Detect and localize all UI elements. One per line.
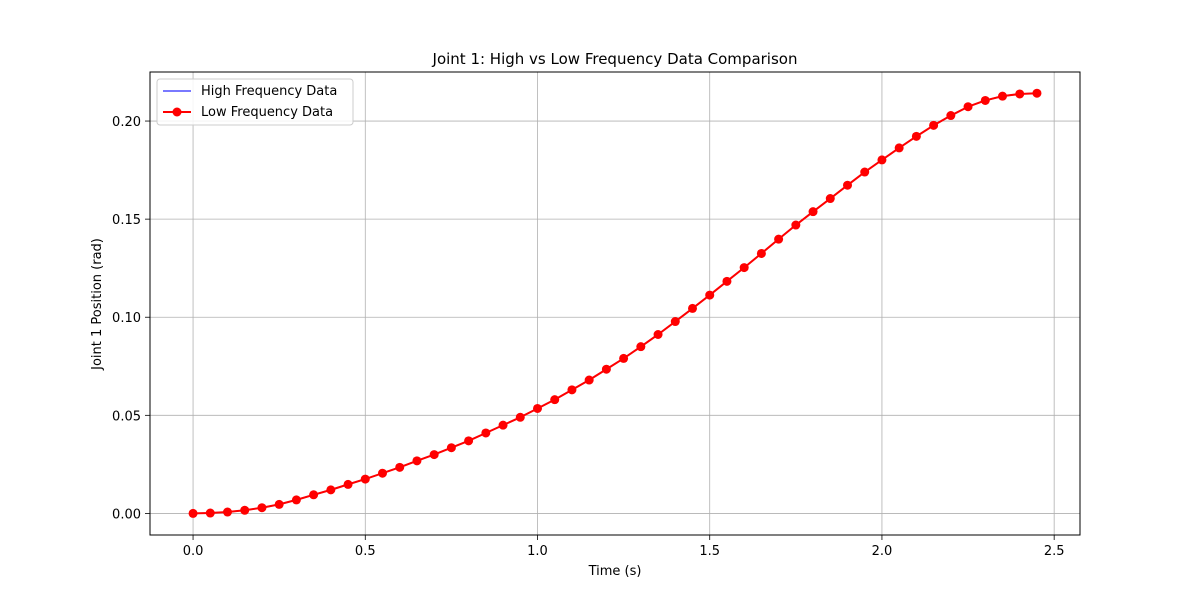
y-tick-label: 0.10 xyxy=(112,311,141,326)
data-point xyxy=(515,412,525,422)
axis-ticks: 0.0 0.5 1.0 1.5 2.0 2.5 0.00 0.05 0.10 0.15 0.20 xyxy=(112,115,1064,559)
data-point xyxy=(688,303,697,313)
data-point xyxy=(498,420,508,430)
legend: High Frequency Data Low Frequency Data xyxy=(156,78,354,126)
data-point xyxy=(980,95,990,105)
legend-label-high-frequency: High Frequency Data xyxy=(201,84,337,99)
data-point xyxy=(326,485,336,495)
chart-title: Joint 1: High vs Low Frequency Data Comp… xyxy=(432,50,798,68)
x-tick-label: 2.0 xyxy=(872,544,893,559)
data-point xyxy=(894,143,904,153)
data-point xyxy=(274,499,284,509)
data-point xyxy=(791,220,801,230)
data-point xyxy=(722,276,732,286)
data-point xyxy=(567,385,577,395)
data-point xyxy=(464,436,474,446)
data-point xyxy=(395,462,405,472)
data-point xyxy=(705,290,715,300)
x-tick-label: 2.5 xyxy=(1044,544,1065,559)
x-tick-label: 0.0 xyxy=(183,544,204,559)
data-point xyxy=(1015,89,1025,99)
data-point xyxy=(911,131,921,141)
data-point xyxy=(860,167,870,177)
y-axis-label: Joint 1 Position (rad) xyxy=(90,238,105,371)
data-point xyxy=(998,91,1007,101)
data-point xyxy=(963,102,973,112)
data-point xyxy=(343,479,353,489)
data-point xyxy=(291,495,301,505)
x-axis-label: Time (s) xyxy=(588,564,642,579)
data-point xyxy=(825,194,835,204)
y-tick-label: 0.00 xyxy=(112,507,141,522)
data-point xyxy=(240,505,250,515)
x-tick-label: 1.5 xyxy=(699,544,720,559)
y-tick-label: 0.20 xyxy=(112,115,141,130)
data-point xyxy=(257,503,267,513)
data-point xyxy=(774,234,784,244)
data-point xyxy=(533,403,542,413)
legend-marker-low-frequency xyxy=(172,107,182,117)
plot-frame xyxy=(149,71,1081,536)
data-point xyxy=(223,507,232,517)
data-point xyxy=(481,428,491,438)
data-point xyxy=(446,443,456,453)
data-point xyxy=(601,364,611,374)
y-tick-label: 0.15 xyxy=(112,213,141,228)
data-point xyxy=(739,263,749,273)
data-point xyxy=(946,111,956,121)
x-tick-label: 0.5 xyxy=(355,544,376,559)
data-point xyxy=(619,353,629,363)
legend-box xyxy=(156,78,354,126)
data-point xyxy=(1032,88,1042,98)
data-point xyxy=(843,180,852,190)
data-point xyxy=(877,155,887,165)
data-point xyxy=(636,342,646,352)
data-point xyxy=(412,456,422,466)
data-point xyxy=(550,395,560,405)
data-point xyxy=(360,474,370,484)
data-point xyxy=(205,508,215,518)
data-point xyxy=(670,317,680,327)
data-point xyxy=(929,120,939,130)
data-point xyxy=(584,375,594,385)
grid xyxy=(150,72,1080,535)
data-point xyxy=(188,508,198,518)
y-tick-label: 0.05 xyxy=(112,409,141,424)
plot-series xyxy=(188,88,1042,518)
data-point xyxy=(653,329,663,339)
x-tick-label: 1.0 xyxy=(527,544,548,559)
data-point xyxy=(429,450,439,460)
legend-label-low-frequency: Low Frequency Data xyxy=(201,105,333,120)
data-point xyxy=(808,207,818,217)
data-point xyxy=(309,490,319,500)
data-point xyxy=(756,248,766,258)
data-point xyxy=(378,468,387,478)
